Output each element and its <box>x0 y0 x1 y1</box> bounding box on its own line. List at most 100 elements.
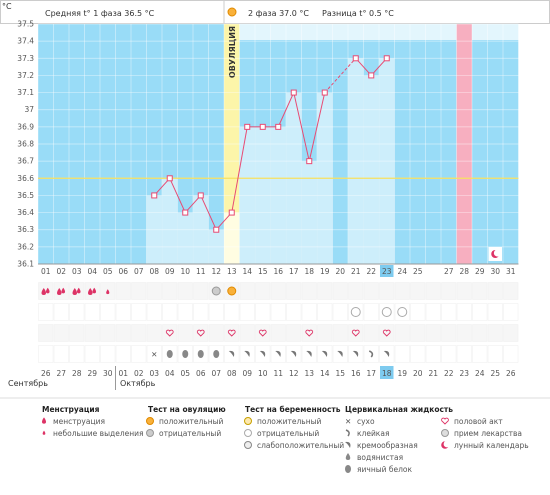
y-tick-label: 36.3 <box>17 225 34 234</box>
intercourse-icon <box>196 329 205 337</box>
legend-sticky: клейкая <box>357 429 389 438</box>
date-label: 30 <box>490 267 500 276</box>
bottom-date-label: 04 <box>165 369 175 378</box>
ovulation-test-negative-icon <box>211 286 221 296</box>
symbol-cell <box>503 282 519 300</box>
symbol-cell <box>53 282 69 300</box>
date-label: 05 <box>103 267 113 276</box>
temperature-bar <box>363 75 380 265</box>
temperature-line <box>200 195 217 230</box>
date-label: 04 <box>87 267 97 276</box>
symbol-cell <box>487 345 503 363</box>
creamy-icon <box>244 350 250 357</box>
symbol-cell <box>394 324 410 342</box>
creamy-icon <box>345 441 351 448</box>
symbol-cell <box>84 345 100 363</box>
menstruation-icon <box>88 288 93 295</box>
symbol-cell <box>332 345 348 363</box>
current-day-highlight <box>380 265 394 277</box>
symbol-cell <box>38 303 54 321</box>
intercourse-icon <box>258 329 267 337</box>
bottom-date-label: 26 <box>506 369 516 378</box>
date-label: 22 <box>366 267 376 276</box>
temperature-point <box>290 89 297 96</box>
bottom-date-label: 11 <box>273 369 283 378</box>
creamy-icon <box>306 350 312 357</box>
egg-white-icon <box>213 350 220 358</box>
legend-title-ovulation-test: Тест на овуляцию <box>148 405 226 414</box>
legend-ovulation-negative: отрицательный <box>159 429 221 438</box>
bottom-date-label: 02 <box>134 369 144 378</box>
y-tick-label: 37.3 <box>17 54 34 63</box>
y-tick-label: 37 <box>24 105 34 114</box>
symbol-cell <box>146 282 162 300</box>
symbol-cell <box>177 303 193 321</box>
bottom-date-label: 16 <box>351 369 361 378</box>
date-label: 24 <box>397 267 407 276</box>
symbol-cell <box>38 324 54 342</box>
symbol-cell <box>394 282 410 300</box>
y-tick-label: 37.1 <box>17 88 34 97</box>
temperature-line <box>293 92 310 162</box>
symbol-cell <box>487 303 503 321</box>
bottom-date-label: 15 <box>335 369 345 378</box>
symbol-cell <box>425 324 441 342</box>
symbol-cell <box>425 303 441 321</box>
bottom-date-label: 09 <box>242 369 252 378</box>
symbol-cell <box>317 345 333 363</box>
temperature-line <box>169 178 186 213</box>
symbol-cell <box>301 303 317 321</box>
bottom-date-label: 22 <box>444 369 454 378</box>
date-label: 25 <box>413 267 423 276</box>
symbol-cell <box>472 345 488 363</box>
current-day-highlight <box>380 366 394 379</box>
bottom-date-label: 10 <box>258 369 268 378</box>
bottom-date-label: 26 <box>41 369 51 378</box>
temperature-point <box>259 123 266 130</box>
pregnancy-test-negative-icon <box>381 307 392 317</box>
symbol-cell <box>224 345 240 363</box>
symbol-cell <box>425 282 441 300</box>
symbol-cell <box>208 324 224 342</box>
date-label: 21 <box>351 267 361 276</box>
y-tick-label: 37.2 <box>17 71 34 80</box>
symbol-cell <box>255 345 271 363</box>
symbol-cell <box>472 282 488 300</box>
symbol-cell <box>317 324 333 342</box>
date-label: 28 <box>459 267 469 276</box>
temperature-point <box>182 209 189 216</box>
bottom-date-label: 30 <box>103 369 113 378</box>
bottom-date-label: 06 <box>196 369 206 378</box>
symbol-cell <box>115 345 131 363</box>
symbol-cell <box>162 324 178 342</box>
symbol-cell <box>239 282 255 300</box>
symbol-cell <box>255 324 271 342</box>
symbol-cell <box>379 282 395 300</box>
symbol-cell <box>270 324 286 342</box>
ovulation-test-positive-icon <box>227 286 237 296</box>
medication-icon <box>441 429 449 437</box>
temperature-line <box>231 126 248 213</box>
ovulation-positive-icon <box>146 417 154 425</box>
date-label: 06 <box>118 267 128 276</box>
creamy-icon <box>321 350 328 357</box>
symbol-cell <box>131 324 147 342</box>
symbol-cell <box>286 324 302 342</box>
menstruation-icon <box>41 417 47 424</box>
y-tick-label: 36.1 <box>17 260 34 269</box>
temperature-line <box>277 92 295 128</box>
symbol-cell <box>69 345 85 363</box>
symbol-cell <box>255 303 271 321</box>
legend-pregnancy-weak: слабоположительный <box>257 441 344 450</box>
legend-menstruation: менструация <box>53 417 105 426</box>
y-tick-label: 36.4 <box>17 208 34 217</box>
symbol-cell <box>487 324 503 342</box>
menstruation-icon <box>72 288 77 295</box>
date-label: 18 <box>304 267 314 276</box>
legend-title-cervical-fluid: Цервикальная жидкость <box>345 405 453 414</box>
symbol-cell <box>193 324 209 342</box>
creamy-icon <box>290 350 297 357</box>
symbol-cell <box>348 324 364 342</box>
bottom-date-label: 01 <box>118 369 128 378</box>
